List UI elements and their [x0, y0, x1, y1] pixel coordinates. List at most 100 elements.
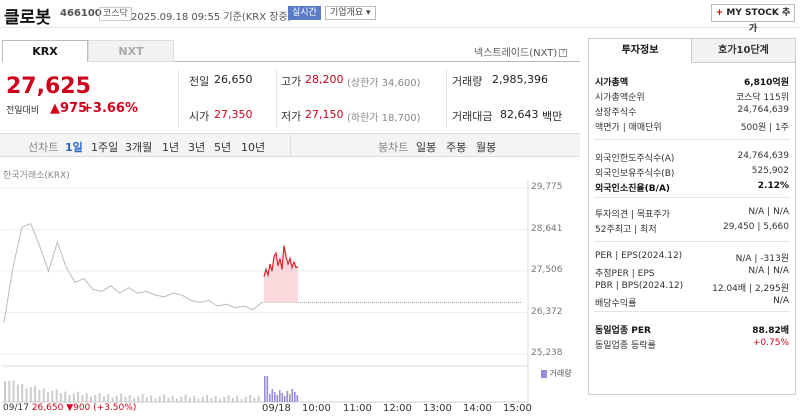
- volume-bar: [59, 393, 62, 402]
- info-row: 외국인소진율(B/A) 2.12%: [595, 181, 789, 195]
- volume-bar: [81, 395, 84, 402]
- info-value: 2.12%: [757, 181, 789, 191]
- volume-bar: [210, 397, 213, 402]
- volume-bar: [163, 394, 166, 402]
- x-tick-label: 10:00: [302, 403, 331, 414]
- volume-bar: [29, 387, 32, 402]
- current-price: 27,625: [6, 74, 91, 99]
- change-label: 전일대비: [6, 106, 40, 116]
- realtime-button[interactable]: 실시간: [288, 6, 321, 20]
- footer-price: 26,650: [31, 403, 64, 413]
- tab-1week[interactable]: 1주일: [91, 141, 119, 154]
- corp-info-button[interactable]: 기업개요 ▾: [325, 6, 376, 20]
- info-label: 시가총액: [595, 78, 629, 88]
- info-value: 500원 | 1주: [740, 123, 789, 133]
- tab-1day[interactable]: 1일: [65, 141, 83, 154]
- info-label: 동일업종 등락률: [595, 341, 656, 351]
- volume-bar: [90, 396, 92, 402]
- volume-bar: [115, 395, 118, 402]
- info-row: 외국인한도주식수(A) 24,764,639: [595, 151, 789, 165]
- volume-bar: [244, 396, 247, 402]
- volume-bar: [128, 395, 131, 402]
- add-mystock-button[interactable]: + MY STOCK 추가: [711, 4, 795, 34]
- tab-investment-info[interactable]: 투자정보: [589, 39, 692, 63]
- volume-bar: [72, 393, 75, 402]
- volume-bar: [266, 376, 269, 402]
- tab-10year[interactable]: 10년: [241, 141, 266, 154]
- divider: [446, 70, 447, 128]
- x-tick-label: 14:00: [463, 403, 492, 414]
- volume-bar: [150, 395, 153, 402]
- info-label: 52주최고 | 최저: [595, 225, 657, 235]
- volume-bar: [8, 380, 11, 402]
- volume-bar: [197, 398, 200, 402]
- volume-bar: [171, 395, 174, 402]
- info-value: N/A: [773, 296, 789, 306]
- info-value: 6,810억원: [743, 78, 789, 88]
- volume-legend-swatch: [541, 369, 547, 378]
- tab-5year[interactable]: 5년: [214, 141, 232, 154]
- help-icon[interactable]: ?: [559, 49, 568, 57]
- y-tick-label: 27,506: [531, 265, 563, 275]
- info-row: 52주최고 | 최저 29,450 | 5,660: [595, 222, 789, 236]
- volume-bar: [264, 376, 266, 402]
- info-row: 동일업종 등락률 +0.75%: [595, 338, 789, 352]
- chart-tabs: 선차트 1일 1주일 3개월 1년 3년 5년 10년 봉차트 일봉 주봉 월봉: [0, 133, 580, 157]
- change-value: ▲975: [50, 101, 88, 116]
- tab-nxt[interactable]: NXT: [88, 40, 174, 62]
- high-label: 고가: [281, 75, 302, 88]
- volume-bar: [279, 390, 281, 402]
- info-value: +0.75%: [752, 338, 789, 348]
- volume-bar: [269, 394, 271, 402]
- info-value: 525,902: [751, 166, 789, 176]
- volume-bar: [111, 397, 114, 402]
- info-row: 외국인보유주식수(B) 525,902: [595, 166, 789, 180]
- volume-bar: [154, 398, 157, 402]
- volume-bar: [16, 384, 19, 402]
- price-chart[interactable]: [0, 180, 580, 405]
- volume-bar: [4, 381, 6, 402]
- volume-bar: [223, 396, 226, 402]
- divider: [178, 70, 179, 128]
- volume-bar: [284, 396, 286, 402]
- tab-orderbook[interactable]: 호가10단계: [692, 39, 795, 63]
- volume-bar: [271, 389, 274, 402]
- tab-krx[interactable]: KRX: [2, 40, 88, 62]
- tab-1year[interactable]: 1년: [162, 141, 180, 154]
- info-value: N/A | -313원: [735, 254, 789, 264]
- y-tick-label: 28,641: [531, 223, 563, 234]
- datetime-text: 2025.09.18 09:55 기준(KRX 장중): [131, 12, 292, 23]
- nxt-link[interactable]: 넥스트레이드(NXT)?: [474, 44, 568, 59]
- tab-3year[interactable]: 3년: [188, 141, 206, 154]
- lower-limit: (하한가 18,700): [347, 113, 421, 124]
- info-value: 88.82배: [752, 326, 789, 336]
- tab-daily[interactable]: 일봉: [416, 141, 437, 154]
- volume-bar: [145, 397, 148, 402]
- volume-bar: [85, 393, 88, 402]
- volume-bar: [94, 394, 97, 402]
- x-tick-label: 13:00: [423, 403, 452, 414]
- volume-bar: [107, 394, 110, 402]
- tab-weekly[interactable]: 주봉: [446, 141, 467, 154]
- tab-monthly[interactable]: 월봉: [476, 141, 497, 154]
- volume-bar: [253, 397, 256, 402]
- volume-bar: [176, 398, 178, 402]
- stock-header: 클로봇 466100 코스닥 2025.09.18 09:55 기준(KRX 장…: [0, 0, 800, 34]
- tab-3month[interactable]: 3개월: [125, 141, 153, 154]
- high-value: 28,200: [305, 73, 344, 86]
- info-label: PBR | BPS(2024.12): [595, 281, 684, 291]
- volume-bar: [188, 397, 191, 402]
- info-row: 상장주식수 24,764,639: [595, 105, 789, 119]
- prev-day-line: [3, 223, 263, 323]
- volume-bar: [294, 392, 296, 402]
- volume-bar: [257, 395, 260, 402]
- volume-legend-label: 거래량: [549, 369, 572, 378]
- amount-unit: 백만: [542, 110, 563, 123]
- divider: [594, 139, 790, 140]
- divider: [290, 134, 291, 156]
- today-line: [263, 245, 299, 278]
- volume-bar: [291, 389, 294, 402]
- low-value: 27,150: [305, 108, 344, 121]
- x-tick-label: 09/18: [262, 403, 291, 414]
- y-tick-label: 25,238: [531, 348, 563, 358]
